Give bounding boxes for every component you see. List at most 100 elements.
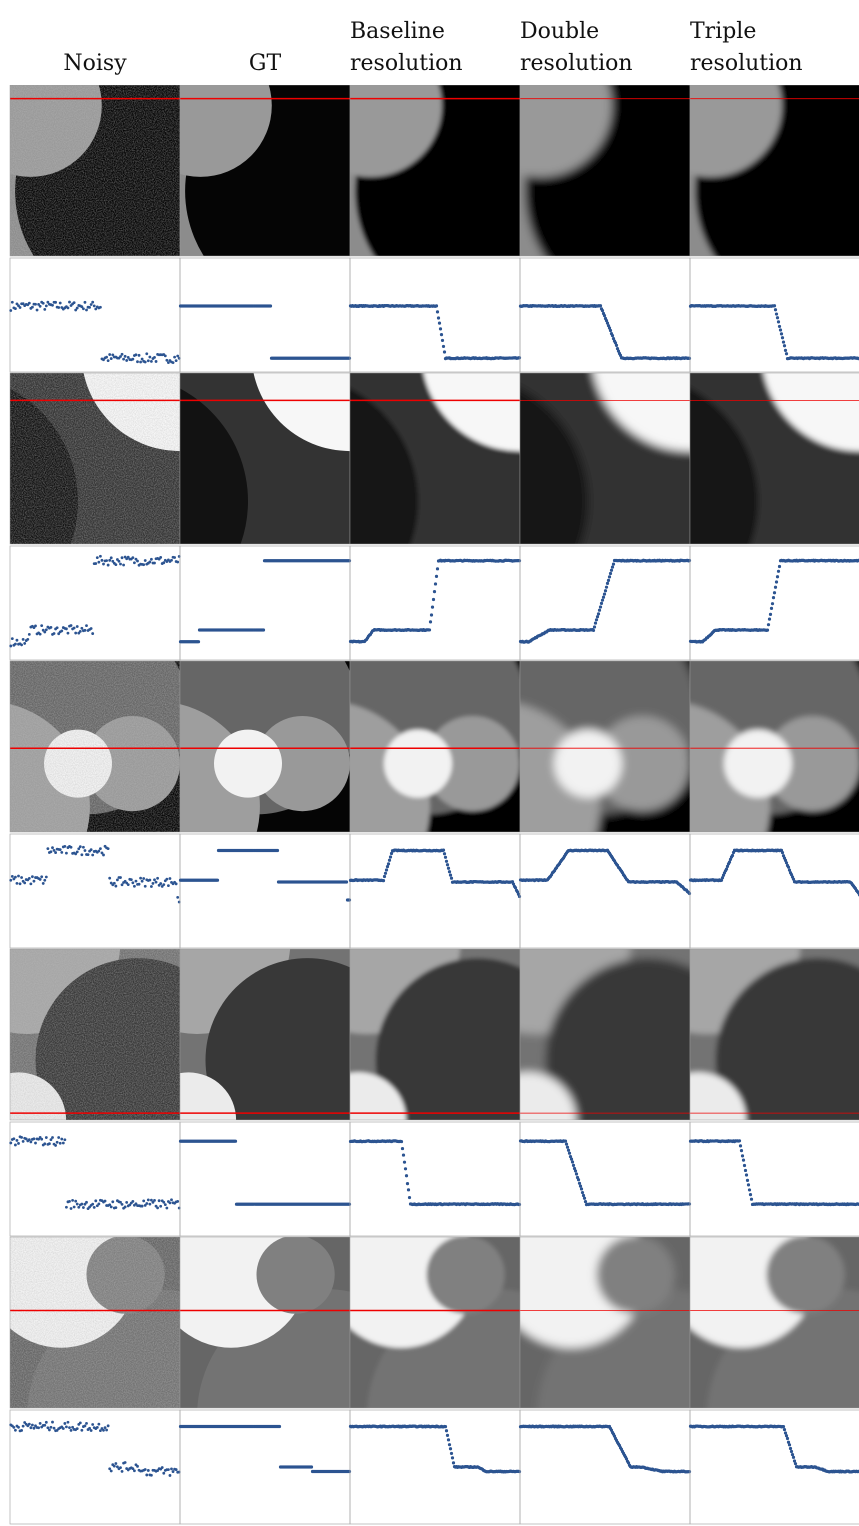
profile-plot	[519, 559, 691, 644]
profile-point	[119, 563, 122, 566]
profile-point	[450, 1452, 453, 1455]
profile-point	[33, 1137, 36, 1140]
figure-grid	[0, 85, 859, 1526]
profile-point	[403, 1161, 406, 1164]
profile-point	[170, 1198, 173, 1201]
profile-border	[350, 546, 520, 660]
profile-point	[59, 302, 62, 305]
profile-point	[45, 876, 48, 879]
profile-point	[445, 860, 448, 863]
profile-point	[429, 620, 432, 623]
profile-point	[172, 361, 175, 364]
profile-point	[124, 1206, 127, 1209]
profile-point	[85, 1422, 88, 1425]
profile-point	[14, 876, 17, 879]
profile-point	[445, 1429, 448, 1432]
profile-point	[141, 880, 144, 883]
column-header: GT	[180, 0, 350, 80]
profile-point	[17, 875, 20, 878]
profile-point	[148, 356, 151, 359]
profile-point	[777, 570, 780, 573]
profile-point	[777, 320, 780, 323]
profile-point	[138, 354, 141, 357]
column-header: Double resolution	[520, 0, 690, 80]
profile-point	[70, 624, 73, 627]
profile-point	[443, 852, 446, 855]
profile-point	[42, 302, 45, 305]
profile-point	[518, 1203, 521, 1206]
profile-point	[29, 1140, 32, 1143]
profile-point	[33, 880, 36, 883]
profile-point	[43, 1424, 46, 1427]
profile-point	[572, 1164, 575, 1167]
profile-point	[771, 602, 774, 605]
profile-point	[121, 1203, 124, 1206]
profile-border	[690, 1122, 859, 1236]
profile-point	[46, 847, 49, 850]
profile-point	[105, 1429, 108, 1432]
profile-point	[85, 1201, 88, 1204]
profile-point	[124, 355, 127, 358]
profile-point	[73, 301, 76, 304]
profile-point	[436, 310, 439, 313]
profile-point	[597, 612, 600, 615]
profile-point	[70, 846, 73, 849]
profile-point	[73, 627, 76, 630]
profile-point	[45, 628, 48, 631]
column-header: Noisy	[10, 0, 180, 80]
profile-point	[139, 877, 142, 880]
profile-point	[110, 357, 113, 360]
profile-point	[51, 846, 54, 849]
profile-point	[603, 314, 606, 317]
profile-point	[17, 1142, 20, 1145]
profile-point	[59, 848, 62, 851]
profile-point	[570, 1158, 573, 1161]
profile-point	[19, 882, 22, 885]
profile-point	[77, 1206, 80, 1209]
profile-point	[386, 865, 389, 868]
profile-point	[740, 1149, 743, 1152]
profile-point	[144, 1468, 147, 1471]
profile-point	[602, 596, 605, 599]
profile-point	[111, 1200, 114, 1203]
profile-point	[594, 621, 597, 624]
profile-point	[345, 880, 348, 883]
profile-point	[428, 628, 431, 631]
noise-overlay	[10, 373, 180, 544]
profile-point	[766, 628, 769, 631]
profile-point	[84, 301, 87, 304]
profile-border	[180, 258, 350, 372]
profile-point	[147, 1199, 150, 1202]
noise-overlay	[10, 661, 180, 832]
profile-point	[448, 870, 451, 873]
profile-point	[34, 625, 37, 628]
profile-point	[138, 883, 141, 886]
column-header: Triple resolution	[690, 0, 859, 80]
profile-point	[784, 349, 787, 352]
profile-point	[12, 1426, 15, 1429]
profile-point	[779, 328, 782, 331]
profile-point	[608, 575, 611, 578]
profile-point	[150, 1474, 153, 1477]
profile-point	[750, 1198, 753, 1201]
profile-point	[113, 1465, 116, 1468]
profile-point	[743, 1164, 746, 1167]
profile-point	[451, 1456, 454, 1459]
profile-point	[384, 872, 387, 875]
column-header-text: Baseline resolution	[350, 16, 500, 80]
profile-point	[578, 1182, 581, 1185]
profile-point	[76, 625, 79, 628]
profile-point	[581, 1191, 584, 1194]
profile-point	[276, 849, 279, 852]
profile-point	[169, 1201, 172, 1204]
profile-point	[784, 1431, 787, 1434]
profile-point	[605, 586, 608, 589]
profile-point	[741, 1154, 744, 1157]
profile-point	[566, 1146, 569, 1149]
profile-point	[688, 1202, 691, 1205]
profile-point	[110, 556, 113, 559]
profile-point	[131, 1200, 134, 1203]
profile-point	[150, 885, 153, 888]
profile-plot	[689, 1139, 859, 1206]
profile-point	[91, 1203, 94, 1206]
